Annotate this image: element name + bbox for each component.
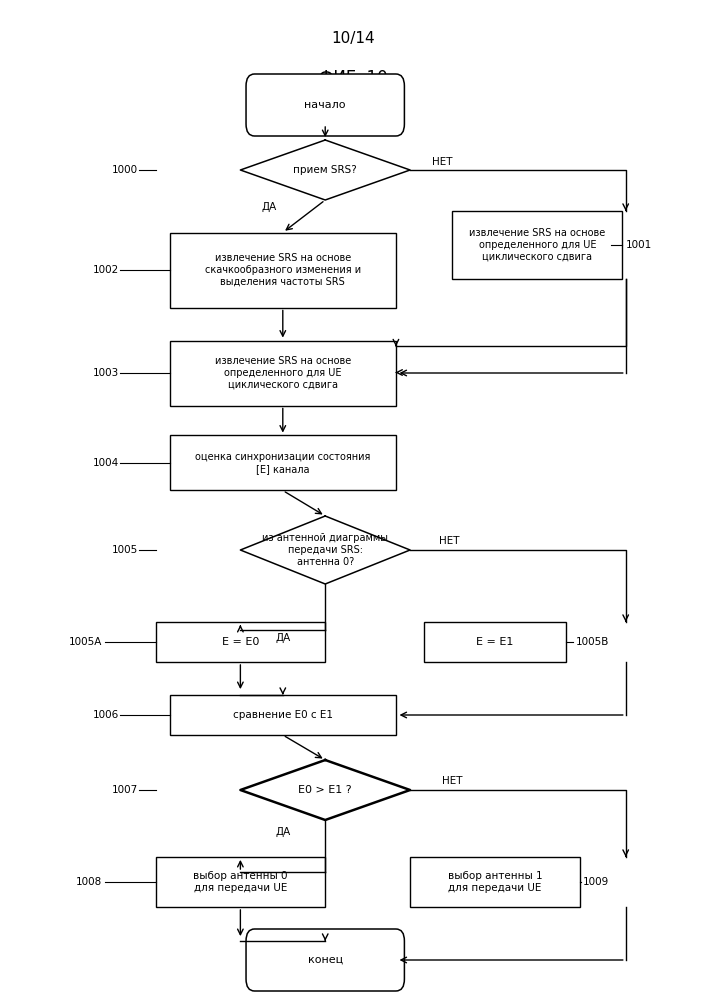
Text: НЕТ: НЕТ xyxy=(443,776,462,786)
Text: ДА: ДА xyxy=(275,827,291,837)
Bar xyxy=(170,340,396,406)
Text: 1005: 1005 xyxy=(112,545,138,555)
Text: извлечение SRS на основе
скачкообразного изменения и
выделения частоты SRS: извлечение SRS на основе скачкообразного… xyxy=(205,253,361,287)
Text: извлечение SRS на основе
определенного для UE
циклического сдвига: извлечение SRS на основе определенного д… xyxy=(469,228,605,262)
Text: из антенной диаграммы
передачи SRS:
антенна 0?: из антенной диаграммы передачи SRS: анте… xyxy=(262,533,388,567)
Bar xyxy=(410,857,580,907)
Text: сравнение E0 с E1: сравнение E0 с E1 xyxy=(233,710,333,720)
FancyBboxPatch shape xyxy=(246,74,404,136)
Bar xyxy=(170,232,396,308)
Text: ДА: ДА xyxy=(261,202,276,212)
Text: 1003: 1003 xyxy=(93,368,119,378)
Bar xyxy=(170,695,396,735)
Text: 1002: 1002 xyxy=(93,265,119,275)
Text: 1005B: 1005B xyxy=(576,637,609,647)
Text: E0 > E1 ?: E0 > E1 ? xyxy=(298,785,352,795)
Text: выбор антенны 1
для передачи UE: выбор антенны 1 для передачи UE xyxy=(448,871,542,893)
Text: 1004: 1004 xyxy=(93,458,119,468)
Text: E = E1: E = E1 xyxy=(477,637,513,647)
Polygon shape xyxy=(240,140,410,200)
Polygon shape xyxy=(240,516,410,584)
Text: извлечение SRS на основе
определенного для UE
циклического сдвига: извлечение SRS на основе определенного д… xyxy=(215,356,351,390)
Text: 1000: 1000 xyxy=(112,165,138,175)
Text: 1008: 1008 xyxy=(76,877,103,887)
Text: ДА: ДА xyxy=(275,633,291,643)
Bar xyxy=(170,435,396,490)
Text: НЕТ: НЕТ xyxy=(432,157,452,167)
Bar xyxy=(452,211,622,279)
Text: 10/14: 10/14 xyxy=(332,30,375,45)
Text: E = E0: E = E0 xyxy=(222,637,259,647)
Text: ФИГ. 10: ФИГ. 10 xyxy=(319,69,388,87)
Text: оценка синхронизации состояния
[E] канала: оценка синхронизации состояния [E] канал… xyxy=(195,452,370,474)
Text: прием SRS?: прием SRS? xyxy=(293,165,357,175)
Bar xyxy=(156,622,325,662)
Text: начало: начало xyxy=(305,100,346,110)
Text: 1001: 1001 xyxy=(626,240,652,250)
Bar xyxy=(424,622,566,662)
Text: выбор антенны 0
для передачи UE: выбор антенны 0 для передачи UE xyxy=(193,871,288,893)
Text: 1006: 1006 xyxy=(93,710,119,720)
Polygon shape xyxy=(240,760,410,820)
Text: 1005A: 1005A xyxy=(69,637,103,647)
Text: 1007: 1007 xyxy=(112,785,138,795)
Text: НЕТ: НЕТ xyxy=(439,536,459,546)
FancyBboxPatch shape xyxy=(246,929,404,991)
Text: 1009: 1009 xyxy=(583,877,609,887)
Bar xyxy=(156,857,325,907)
Text: конец: конец xyxy=(308,955,343,965)
